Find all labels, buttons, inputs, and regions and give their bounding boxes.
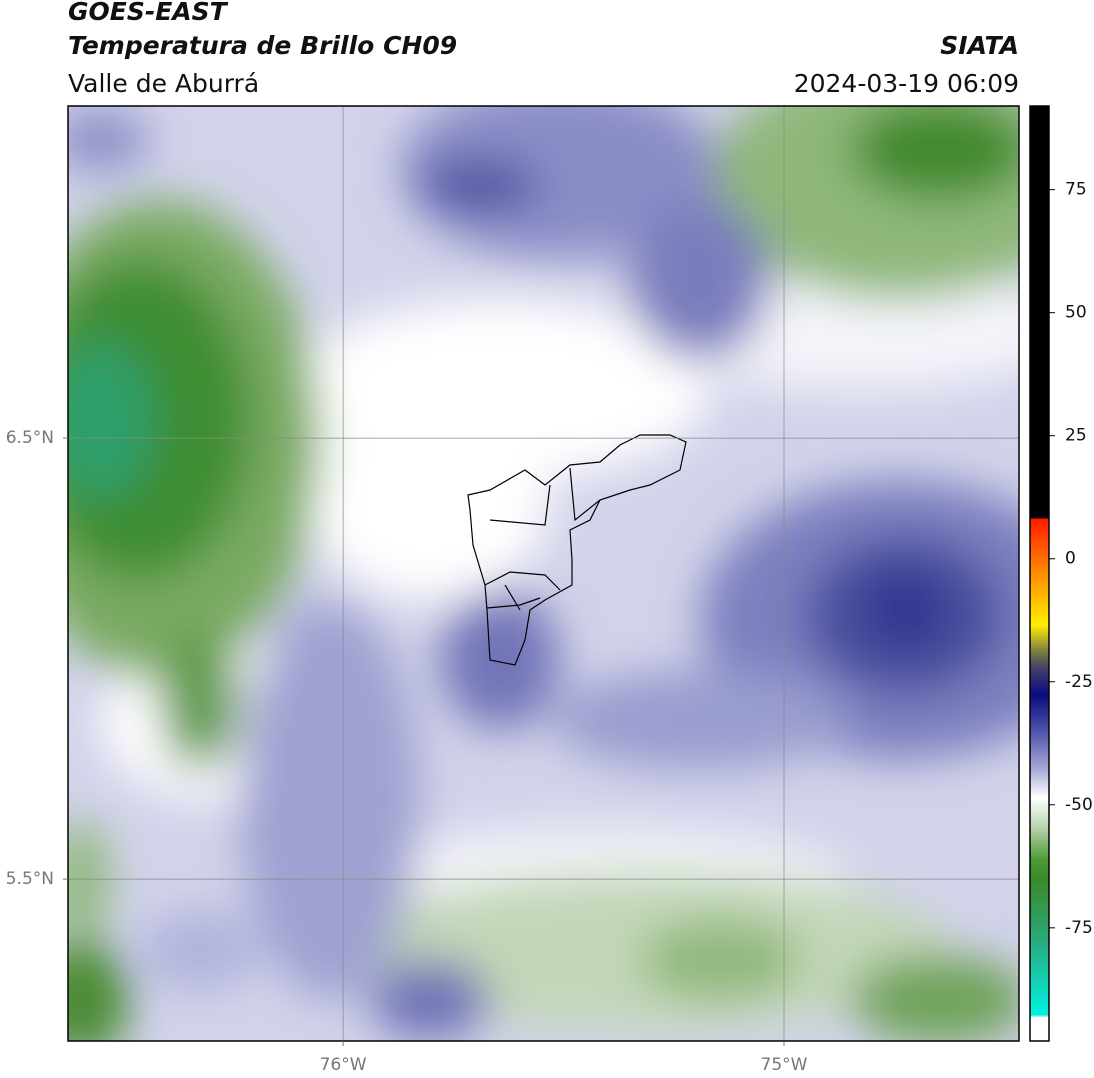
colorbar-tick-label: 0 [1065, 549, 1076, 569]
map-frame [67, 105, 1020, 1042]
grid [68, 106, 1019, 1041]
colorbar-tick-label: -50 [1065, 795, 1093, 815]
title: GOES-EAST [68, 0, 229, 26]
x-tick-label: 76°W [320, 1055, 367, 1075]
colorbar-tick-label: -25 [1065, 672, 1093, 692]
subtitle: Temperatura de Brillo CH09 [68, 31, 457, 60]
datetime: 2024-03-19 06:09 [794, 69, 1019, 98]
x-tick-label: 75°W [761, 1055, 808, 1075]
colorbar-tick-label: 75 [1065, 180, 1087, 200]
valley-outline [467, 434, 687, 666]
satellite-image [68, 106, 1019, 1041]
colorbar [1029, 105, 1050, 1042]
colorbar-tick-label: 25 [1065, 426, 1087, 446]
y-tick-label: 6.5°N [6, 428, 54, 448]
source: SIATA [940, 31, 1019, 60]
colorbar-tick-label: -75 [1065, 918, 1093, 938]
region: Valle de Aburrá [68, 69, 259, 98]
colorbar-tick-label: 50 [1065, 303, 1087, 323]
y-tick-label: 5.5°N [6, 869, 54, 889]
